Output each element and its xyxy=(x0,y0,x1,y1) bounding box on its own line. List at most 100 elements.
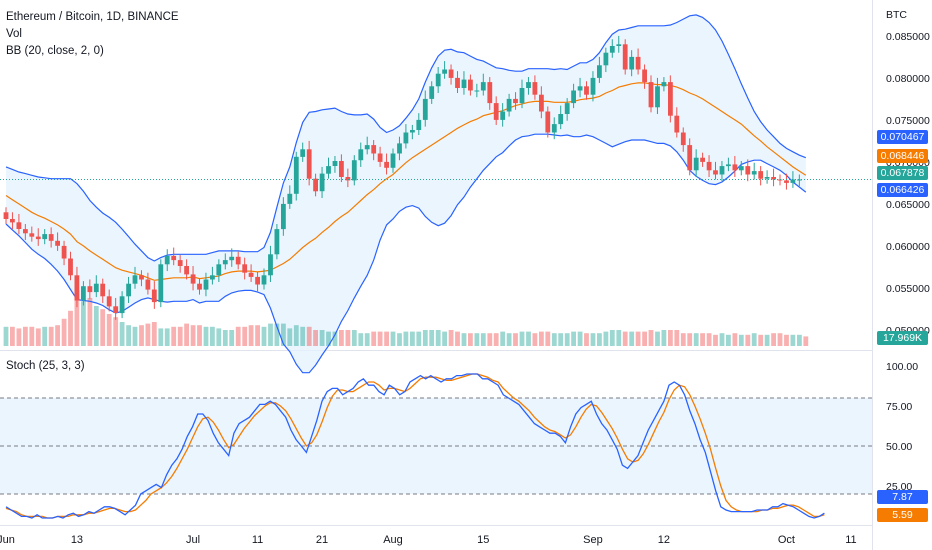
volume-bar xyxy=(597,333,602,346)
stoch-d-line xyxy=(5,373,825,519)
candle xyxy=(584,86,589,95)
volume-bar xyxy=(629,331,635,346)
volume-bar xyxy=(616,330,622,346)
candle xyxy=(145,279,151,290)
candle xyxy=(371,145,377,154)
bb-band-fill xyxy=(6,14,806,373)
time-tick-label: Aug xyxy=(383,534,403,546)
time-tick-label: Jun xyxy=(0,534,15,546)
volume-bar xyxy=(23,326,28,346)
candle xyxy=(790,179,796,183)
volume-bar xyxy=(713,334,718,346)
candle xyxy=(571,90,576,104)
volume-bar xyxy=(203,326,209,346)
candle xyxy=(313,178,318,192)
volume-bar xyxy=(87,298,93,346)
volume-bar xyxy=(693,333,699,346)
volume-bar xyxy=(526,331,531,346)
candle xyxy=(377,153,383,162)
volume-bar xyxy=(719,333,725,346)
volume-bar xyxy=(584,333,589,346)
candle xyxy=(410,130,415,133)
time-tick-label: 15 xyxy=(477,534,489,546)
volume-bar xyxy=(339,330,344,346)
volume-bar xyxy=(474,333,480,346)
bb-basis-price-tag: 0.068446 xyxy=(877,149,928,163)
volume-bar xyxy=(706,333,712,346)
candle xyxy=(609,46,615,53)
candle xyxy=(745,166,751,175)
candle xyxy=(551,124,557,133)
volume-bar xyxy=(10,326,15,346)
volume-bar xyxy=(661,330,667,346)
volume-bar xyxy=(139,325,144,346)
volume-bar xyxy=(242,326,248,346)
candle xyxy=(87,286,93,293)
volume-bar xyxy=(48,326,54,346)
candle xyxy=(403,132,409,144)
volume-bar xyxy=(358,333,364,346)
volume-legend: Vol xyxy=(6,28,22,40)
time-tick-label: 12 xyxy=(658,534,670,546)
candle xyxy=(738,166,744,171)
volume-bar xyxy=(390,331,396,346)
bb-upper-line xyxy=(5,14,807,262)
volume-bar xyxy=(255,325,260,346)
stoch-d-tag: 5.59 xyxy=(877,508,928,522)
time-tick-label: Jul xyxy=(186,534,200,546)
candle xyxy=(635,56,641,70)
volume-bar xyxy=(74,290,80,346)
time-tick-label: 21 xyxy=(316,534,328,546)
volume-bar xyxy=(674,330,680,346)
candle xyxy=(797,179,802,181)
candle xyxy=(493,103,499,120)
candle xyxy=(261,275,267,285)
volume-bar xyxy=(3,326,9,346)
candle xyxy=(184,266,189,275)
candle xyxy=(197,283,202,290)
candle xyxy=(519,88,525,104)
candle xyxy=(248,272,254,277)
candle xyxy=(158,264,164,303)
candle xyxy=(126,283,131,297)
volume-bar xyxy=(435,330,441,346)
volume-bar xyxy=(293,325,299,346)
candle xyxy=(751,171,757,175)
candle xyxy=(758,171,764,179)
volume-bar xyxy=(371,331,377,346)
volume-bar xyxy=(480,333,486,346)
candle xyxy=(255,276,260,285)
candle xyxy=(132,275,138,284)
volume-bar xyxy=(403,331,409,346)
volume-bar xyxy=(29,326,35,346)
volume-bar xyxy=(558,333,564,346)
volume-bar xyxy=(158,328,164,346)
candle xyxy=(100,283,106,297)
candle xyxy=(306,149,312,179)
volume-bar xyxy=(564,333,570,346)
volume-bar xyxy=(687,333,693,346)
candle xyxy=(719,166,725,175)
stoch-tick-label: 50.00 xyxy=(886,441,912,453)
volume-bar xyxy=(442,331,447,346)
volume-bar xyxy=(487,333,493,346)
volume-bar xyxy=(551,333,557,346)
volume-bar xyxy=(797,334,802,346)
candle xyxy=(281,203,286,230)
candle xyxy=(3,212,9,219)
volume-bar xyxy=(184,323,189,346)
volume-bar xyxy=(455,331,460,346)
candle xyxy=(435,73,441,87)
candle xyxy=(345,177,351,181)
volume-bar xyxy=(577,331,583,346)
volume-bar xyxy=(235,326,241,346)
volume-bar xyxy=(126,325,131,346)
candle xyxy=(558,114,564,125)
volume-bar xyxy=(635,331,641,346)
volume-bar xyxy=(532,333,538,346)
candle xyxy=(487,82,493,104)
bollinger-legend: BB (20, close, 2, 0) xyxy=(6,45,104,57)
candle xyxy=(42,234,48,240)
volume-bar xyxy=(319,330,325,346)
